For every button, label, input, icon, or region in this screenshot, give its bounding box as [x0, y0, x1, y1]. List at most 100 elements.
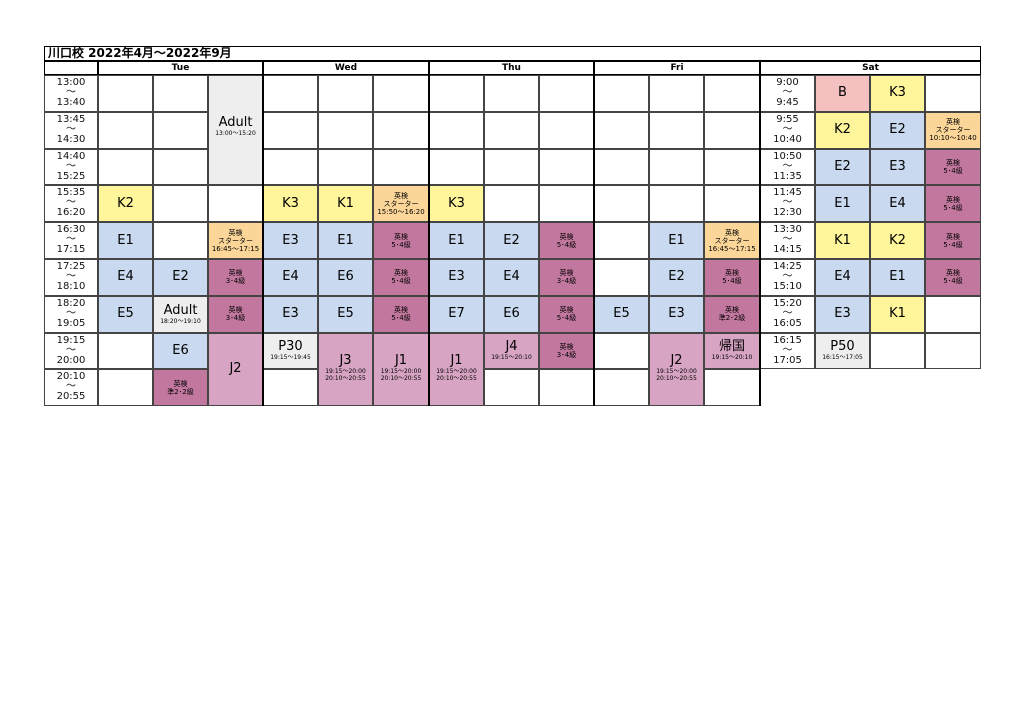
class-time: 20:10～20:55	[325, 374, 366, 382]
class-block: E4	[484, 259, 539, 296]
empty-slot	[98, 148, 153, 186]
class-time: 16:15～17:05	[822, 354, 863, 362]
class-block: P50 16:15～17:05	[815, 332, 870, 370]
class-detail: 英検	[946, 195, 960, 204]
class-detail: 5･4級	[556, 240, 577, 249]
class-label: E3	[834, 306, 851, 322]
class-time: 20:10～20:55	[380, 374, 422, 382]
empty-slot	[539, 75, 594, 112]
class-detail: スターター	[218, 236, 253, 245]
class-label: J1	[450, 352, 463, 368]
class-block: E6	[484, 295, 539, 333]
class-detail: 5･4級	[943, 203, 963, 212]
class-detail: 英検	[394, 232, 408, 241]
empty-slot	[925, 332, 981, 370]
class-detail: 英検	[559, 232, 574, 241]
empty-slot	[539, 148, 594, 186]
empty-slot	[429, 75, 484, 112]
page-title: 川口校 2022年4月～2022年9月	[44, 46, 981, 61]
class-detail: 3･4級	[225, 277, 246, 286]
class-label: E7	[448, 306, 465, 322]
time-slot-line: 15:35	[56, 187, 86, 199]
time-slot: 10:50 ～ 11:35	[760, 148, 815, 186]
time-slot-line: 16:30	[56, 224, 86, 236]
class-detail: 5･4級	[391, 240, 411, 249]
empty-slot	[373, 75, 429, 112]
class-time: 19:15～20:00	[380, 367, 422, 375]
class-detail: 準2･2級	[167, 387, 194, 396]
class-detail: 英検	[559, 269, 574, 278]
day-separator	[759, 61, 761, 407]
class-detail: 5･4級	[943, 166, 963, 175]
class-block: K3	[870, 75, 925, 112]
time-slot: 13:45 ～ 14:30	[44, 111, 98, 149]
time-slot-line: ～	[782, 344, 793, 356]
class-block: K1	[870, 295, 925, 333]
class-block: Adult 13:00～15:20	[208, 75, 263, 186]
class-detail: 英検	[725, 306, 739, 315]
class-detail: 16:45～17:15	[708, 244, 756, 253]
class-label: Adult	[163, 302, 198, 318]
empty-slot	[263, 111, 318, 149]
time-slot-line: 11:45	[773, 187, 802, 199]
class-detail: 5･4級	[391, 277, 411, 286]
day-header-wed: Wed	[263, 61, 429, 75]
class-detail: 5･4級	[556, 314, 577, 323]
time-slot-line: ～	[66, 234, 76, 246]
class-block: 英検 5･4級	[373, 222, 429, 259]
class-detail: 英検	[394, 269, 408, 278]
time-slot-line: ～	[782, 123, 793, 135]
time-slot-line: 15:10	[773, 281, 802, 292]
class-block: 英検 スターター 16:45～17:15	[208, 222, 263, 259]
empty-slot	[98, 332, 153, 370]
class-time: 20:10～20:55	[436, 374, 477, 382]
class-block: 英検 スターター 15:50～16:20	[373, 185, 429, 223]
class-block: 英検 準2･2級	[704, 295, 760, 333]
class-block: E5	[594, 295, 649, 333]
empty-slot	[704, 369, 760, 407]
class-label: K1	[337, 195, 354, 211]
class-label: E2	[889, 122, 906, 138]
class-label: E2	[668, 269, 685, 285]
empty-slot	[704, 185, 760, 223]
class-detail: 5･4級	[391, 314, 411, 323]
time-slot-line: 17:05	[773, 354, 802, 366]
class-label: E5	[613, 306, 630, 322]
time-slot-line: 20:00	[56, 354, 86, 366]
empty-slot	[925, 75, 981, 112]
class-block: 英検 5･4級	[925, 259, 981, 296]
class-label: J4	[505, 339, 518, 355]
class-block: K3	[429, 185, 484, 223]
empty-slot	[539, 111, 594, 149]
class-time: 19:15～20:10	[491, 354, 532, 362]
time-slot-line: 14:15	[773, 244, 802, 256]
class-label: E2	[834, 158, 851, 174]
empty-slot	[594, 148, 649, 186]
class-block: 英検 5･4級	[704, 259, 760, 296]
class-label: E5	[117, 306, 134, 322]
class-detail: 16:45～17:15	[211, 244, 260, 253]
class-label: E6	[503, 306, 520, 322]
class-label: J2	[670, 352, 683, 368]
class-block: B	[815, 75, 870, 112]
class-block: P30 19:15～19:45	[263, 332, 318, 370]
time-slot-line: ～	[66, 271, 76, 282]
time-slot-line: 10:40	[773, 133, 802, 145]
class-block: E3	[263, 295, 318, 333]
class-label: P50	[830, 339, 855, 355]
empty-slot	[594, 111, 649, 149]
time-slot-line: 16:05	[773, 317, 802, 329]
class-block: E1	[98, 222, 153, 259]
empty-slot	[870, 332, 925, 370]
empty-slot	[484, 75, 539, 112]
time-slot-line: ～	[782, 197, 793, 209]
class-label: Adult	[218, 115, 253, 130]
time-slot-line: 19:15	[56, 334, 86, 346]
time-slot-line: 13:45	[56, 113, 86, 125]
time-slot: 15:20 ～ 16:05	[760, 295, 815, 333]
time-slot: 11:45 ～ 12:30	[760, 185, 815, 223]
time-slot-line: ～	[782, 271, 793, 282]
class-label: 帰国	[718, 339, 745, 355]
class-detail: 10:10～10:40	[929, 134, 977, 143]
class-block: E7	[429, 295, 484, 333]
